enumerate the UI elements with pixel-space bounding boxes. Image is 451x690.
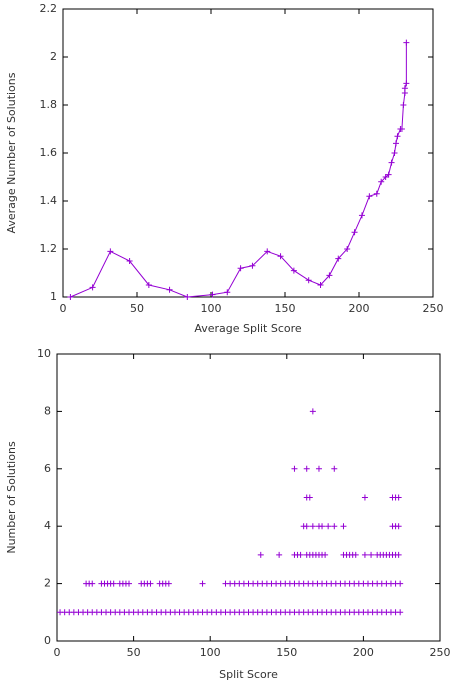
point bbox=[388, 159, 395, 166]
point bbox=[166, 286, 173, 293]
point bbox=[303, 465, 310, 472]
point bbox=[395, 494, 402, 501]
point bbox=[309, 523, 316, 530]
x-tick-label: 150 bbox=[275, 302, 296, 315]
point bbox=[315, 465, 322, 472]
point bbox=[352, 551, 359, 558]
point bbox=[331, 523, 338, 530]
point bbox=[395, 551, 402, 558]
y-tick-label: 1 bbox=[50, 290, 57, 303]
point bbox=[385, 171, 392, 178]
point bbox=[340, 523, 347, 530]
y-tick-label: 4 bbox=[44, 519, 51, 532]
line bbox=[70, 42, 407, 298]
y-tick-label: 1.8 bbox=[40, 98, 58, 111]
point bbox=[67, 294, 74, 300]
point bbox=[403, 39, 410, 46]
point bbox=[397, 580, 404, 587]
point bbox=[326, 272, 333, 279]
x-tick-label: 100 bbox=[200, 646, 221, 659]
point bbox=[361, 494, 368, 501]
point bbox=[403, 80, 410, 87]
x-tick-label: 150 bbox=[276, 646, 297, 659]
point bbox=[276, 551, 283, 558]
point bbox=[344, 246, 351, 252]
point bbox=[373, 190, 380, 197]
point bbox=[319, 523, 326, 530]
y-tick-label: 2 bbox=[44, 577, 51, 590]
point bbox=[237, 265, 244, 272]
point bbox=[264, 248, 271, 255]
point bbox=[145, 282, 152, 288]
point bbox=[305, 277, 312, 284]
point bbox=[107, 248, 114, 255]
point bbox=[393, 140, 399, 147]
point bbox=[297, 551, 304, 558]
x-axis-title: Average Split Score bbox=[194, 322, 302, 335]
y-tick-label: 1.2 bbox=[40, 242, 58, 255]
y-tick-label: 10 bbox=[37, 347, 51, 360]
point bbox=[249, 262, 256, 269]
y-tick-label: 1.6 bbox=[40, 146, 58, 159]
point bbox=[351, 229, 358, 236]
x-tick-label: 50 bbox=[130, 302, 144, 315]
point bbox=[395, 523, 402, 530]
point bbox=[165, 580, 172, 587]
point bbox=[317, 282, 324, 288]
point bbox=[331, 465, 338, 472]
point bbox=[291, 465, 298, 472]
point bbox=[322, 551, 329, 558]
x-tick-label: 0 bbox=[54, 646, 61, 659]
point bbox=[309, 408, 316, 415]
x-tick-label: 250 bbox=[423, 302, 444, 315]
x-tick-label: 100 bbox=[201, 302, 222, 315]
x-axis-title: Split Score bbox=[219, 668, 278, 681]
point bbox=[209, 291, 216, 298]
point bbox=[147, 580, 154, 587]
point bbox=[306, 494, 313, 501]
point bbox=[257, 551, 264, 558]
point bbox=[397, 609, 404, 616]
point bbox=[361, 551, 368, 558]
point bbox=[398, 126, 405, 132]
point bbox=[368, 551, 375, 558]
point bbox=[199, 580, 206, 587]
x-tick-label: 0 bbox=[60, 302, 67, 315]
point bbox=[126, 580, 133, 587]
point bbox=[394, 133, 401, 140]
y-tick-label: 2 bbox=[50, 50, 57, 63]
y-tick-label: 8 bbox=[44, 404, 51, 417]
point bbox=[391, 150, 398, 156]
point bbox=[358, 212, 365, 219]
y-tick-label: 0 bbox=[44, 634, 51, 647]
y-axis-title: Number of Solutions bbox=[5, 441, 18, 554]
plot-frame bbox=[56, 353, 441, 642]
point bbox=[184, 294, 191, 300]
point bbox=[366, 193, 373, 200]
point bbox=[303, 523, 310, 530]
y-tick-label: 1.4 bbox=[40, 194, 58, 207]
point bbox=[400, 102, 407, 108]
plot-frame bbox=[62, 8, 434, 298]
y-tick-label: 6 bbox=[44, 462, 51, 475]
x-tick-label: 200 bbox=[349, 302, 370, 315]
point bbox=[401, 85, 408, 92]
point bbox=[277, 253, 284, 260]
point bbox=[224, 289, 231, 296]
x-tick-label: 50 bbox=[127, 646, 141, 659]
point bbox=[89, 580, 96, 587]
point bbox=[126, 258, 133, 264]
point bbox=[89, 284, 96, 291]
x-tick-label: 200 bbox=[353, 646, 374, 659]
point bbox=[325, 523, 332, 530]
point bbox=[110, 580, 117, 587]
y-axis-title: Average Number of Solutions bbox=[5, 72, 18, 233]
y-tick-label: 2.2 bbox=[40, 2, 58, 15]
point bbox=[290, 267, 297, 274]
point bbox=[378, 178, 385, 185]
point bbox=[335, 255, 342, 262]
x-tick-label: 250 bbox=[430, 646, 451, 659]
